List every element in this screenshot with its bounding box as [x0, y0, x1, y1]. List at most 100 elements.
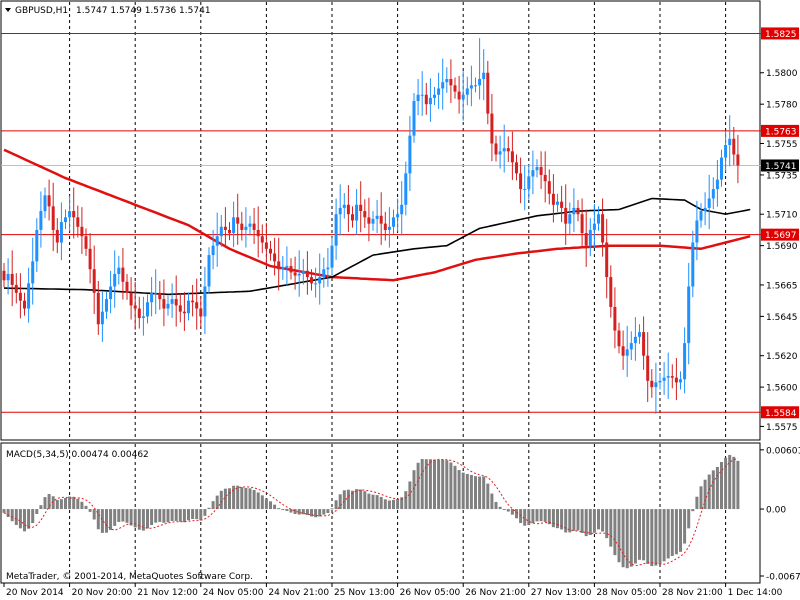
- candle-body: [351, 214, 354, 221]
- candle-body: [346, 204, 350, 215]
- macd-bar: [199, 509, 203, 521]
- macd-bar: [445, 460, 449, 510]
- candle-body: [601, 214, 605, 243]
- time-tick-label: 26 Nov 21:00: [465, 588, 526, 598]
- macd-bar: [428, 459, 432, 510]
- macd-bar: [728, 454, 732, 510]
- price-tick-label: 1.5620: [766, 352, 798, 362]
- macd-bar: [105, 509, 108, 533]
- macd-bar: [6, 509, 10, 517]
- macd-bar: [588, 509, 592, 536]
- candle-body: [2, 270, 6, 281]
- macd-bar: [383, 499, 387, 510]
- macd-bar: [146, 509, 149, 529]
- candle-body: [43, 195, 47, 212]
- macd-bar: [535, 509, 539, 522]
- candle-body: [658, 380, 662, 383]
- candle-body: [326, 267, 330, 270]
- macd-bar: [215, 495, 219, 510]
- macd-bar: [420, 459, 424, 510]
- macd-bar: [658, 509, 662, 564]
- macd-bar: [359, 489, 363, 510]
- candle-body: [478, 79, 482, 86]
- candle-body: [416, 94, 420, 102]
- macd-bar: [27, 509, 31, 529]
- macd-bar: [539, 509, 543, 522]
- macd-bar: [310, 509, 313, 517]
- candle-body: [96, 292, 100, 325]
- macd-bar: [248, 488, 252, 510]
- candle-body: [666, 376, 670, 378]
- candle-body: [27, 283, 31, 309]
- time-tick-label: 20 Nov 2014: [6, 588, 64, 598]
- candle-body: [420, 94, 424, 96]
- time-tick-label: 20 Nov 20:00: [72, 588, 133, 598]
- macd-bar: [68, 496, 72, 510]
- candle-body: [187, 300, 190, 314]
- macd-bar: [662, 509, 666, 562]
- macd-bar: [162, 509, 166, 523]
- candle-body: [174, 299, 178, 306]
- ma-slow-line: [3, 148, 751, 282]
- macd-bar: [113, 509, 117, 526]
- macd-bar: [404, 491, 408, 510]
- macd-bar: [650, 509, 654, 567]
- candle-body: [597, 214, 600, 224]
- candle-body: [314, 283, 318, 285]
- macd-bar: [572, 509, 576, 531]
- candle-body: [191, 300, 195, 303]
- symbol-label: GBPUSD,H1: [15, 6, 68, 16]
- candle-body: [289, 266, 293, 273]
- candle-body: [580, 214, 584, 234]
- candle-body: [162, 299, 166, 309]
- candle-body: [474, 85, 477, 87]
- macd-label: MACD(5,34,5) 0.00474 0.00462: [6, 450, 149, 460]
- candle-body: [334, 214, 338, 246]
- candle-body: [64, 217, 67, 223]
- macd-bar: [351, 490, 354, 510]
- level-tag: [761, 27, 799, 40]
- macd-bar: [683, 509, 687, 544]
- candle-body: [158, 292, 162, 300]
- chevron-down-icon[interactable]: [5, 8, 11, 12]
- candle-body: [273, 253, 277, 262]
- candle-body: [605, 242, 609, 278]
- macd-bar: [174, 509, 178, 521]
- macd-bar: [531, 509, 535, 524]
- macd-bar: [691, 509, 695, 512]
- macd-signal-path: [3, 458, 739, 567]
- horizontal-levels: [1, 32, 761, 413]
- macd-bar: [133, 509, 137, 528]
- candle-body: [23, 300, 26, 309]
- macd-bar: [720, 462, 723, 510]
- macd-bar: [269, 501, 272, 510]
- macd-bar: [465, 473, 469, 510]
- macd-bar: [674, 509, 678, 555]
- macd-bar: [699, 486, 703, 510]
- candle-body: [129, 292, 133, 306]
- candle-body: [535, 167, 539, 171]
- macd-bar: [453, 465, 457, 510]
- macd-bar: [580, 509, 584, 533]
- candle-body: [195, 302, 199, 309]
- candle-body: [523, 189, 527, 191]
- candle-body: [228, 229, 231, 234]
- macd-bar: [322, 509, 326, 515]
- macd-bar: [482, 476, 486, 510]
- candles: [2, 38, 740, 414]
- candle-body: [498, 151, 502, 155]
- candle-body: [223, 226, 227, 230]
- macd-tick-label: 0.00601: [766, 446, 800, 456]
- candle-body: [355, 204, 359, 221]
- macd-bar: [568, 509, 572, 533]
- candle-body: [699, 211, 703, 221]
- candle-body: [621, 346, 625, 356]
- macd-bar: [396, 499, 400, 510]
- macd-bar: [736, 460, 740, 510]
- macd-bar: [437, 459, 441, 510]
- macd-bar: [506, 509, 510, 512]
- macd-bar: [527, 509, 531, 526]
- macd-bar: [100, 509, 104, 533]
- candle-body: [711, 189, 715, 199]
- macd-bar: [10, 509, 14, 522]
